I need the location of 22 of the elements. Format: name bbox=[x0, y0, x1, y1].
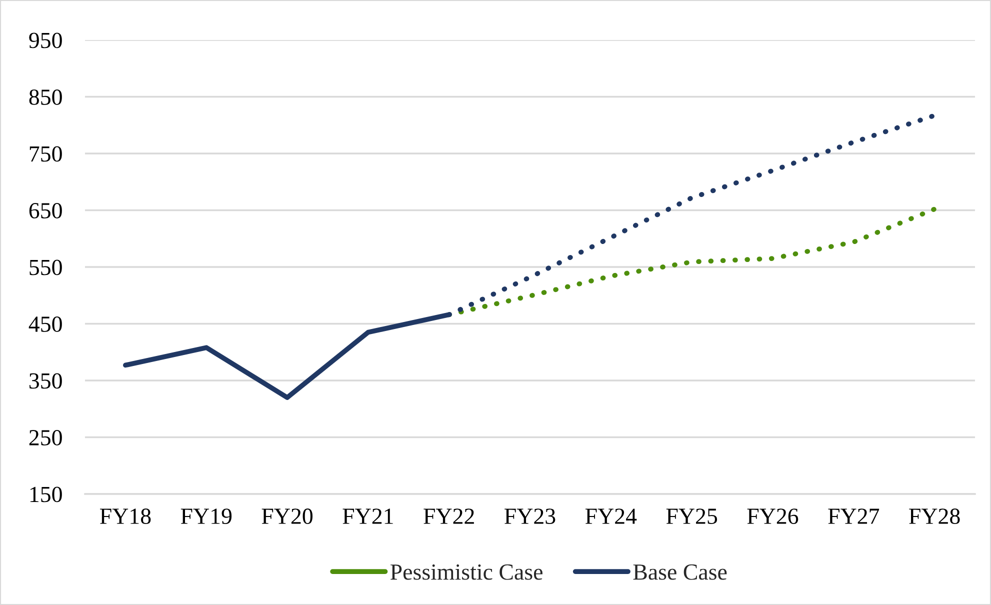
x-tick-label: FY21 bbox=[342, 508, 393, 524]
y-tick-label: 850 bbox=[29, 89, 62, 105]
y-tick-label: 250 bbox=[29, 430, 62, 446]
y-tick-label: 350 bbox=[30, 373, 62, 389]
y-tick-label: 550 bbox=[30, 260, 62, 276]
x-tick-label: FY22 bbox=[424, 508, 474, 524]
y-tick-label: 450 bbox=[28, 316, 62, 332]
legend-label: Pessimistic Case bbox=[390, 564, 542, 580]
x-tick-label: FY25 bbox=[666, 508, 718, 524]
x-tick-label: FY19 bbox=[180, 508, 232, 524]
x-tick-label: FY27 bbox=[828, 508, 880, 524]
y-tick-label: 950 bbox=[29, 32, 62, 48]
x-tick-label: FY23 bbox=[504, 508, 556, 524]
x-tick-label: FY24 bbox=[585, 508, 637, 524]
y-tick-label: 750 bbox=[30, 146, 62, 162]
x-tick-label: FY28 bbox=[909, 508, 960, 524]
y-tick-label: 150 bbox=[30, 486, 62, 502]
legend-label: Base Case bbox=[633, 564, 727, 580]
x-tick-label: FY20 bbox=[262, 508, 313, 524]
x-tick-label: FY26 bbox=[747, 508, 798, 524]
x-tick-label: FY18 bbox=[100, 508, 151, 524]
y-tick-label: 650 bbox=[29, 202, 62, 218]
